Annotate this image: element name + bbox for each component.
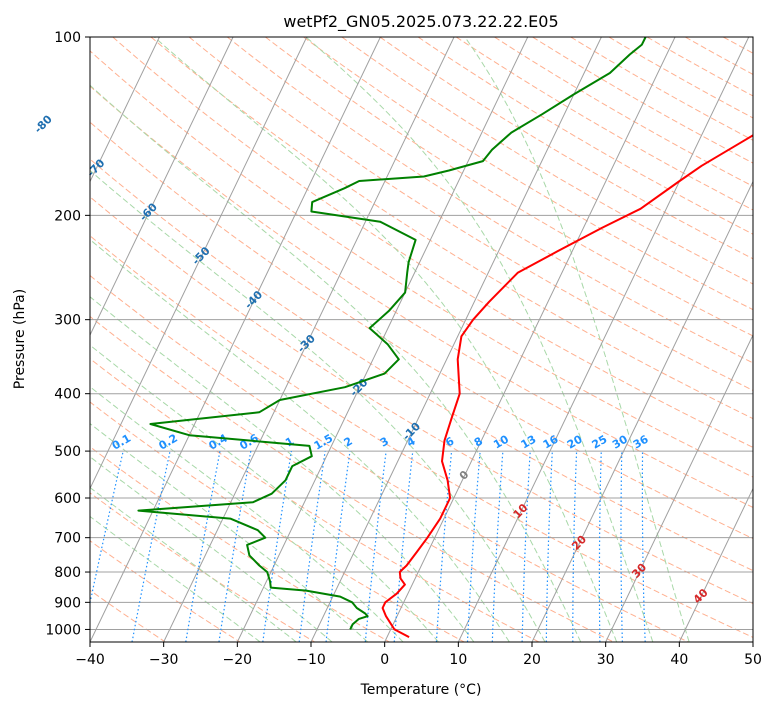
y-tick-label: 400 [54,387,81,403]
dry-adiabat-line [455,37,753,211]
isotherm-gridline [90,37,381,642]
y-axis-title: Pressure (hPa) [12,289,28,389]
dry-adiabat-line [90,492,315,642]
dry-adiabat-line [379,37,753,260]
mixing-ratio-line [364,451,387,642]
dry-adiabat-line [90,540,241,642]
x-tick-label: 30 [597,652,615,668]
dry-adiabat-line [90,121,753,540]
axis-ticks: −40 −30 −20 −10 0 10 20 30 40 50 100 200 300 400 500 60… [45,30,762,668]
y-tick-label: 100 [54,30,81,46]
dry-adiabat-line [90,50,753,478]
isotherm-gridline [310,37,602,642]
x-tick-label: −30 [149,652,179,668]
isotherm-gridline [605,333,753,642]
temperature-line [381,134,753,638]
dry-adiabat-line [341,37,753,285]
moist-adiabat-line [90,344,439,642]
isotherm-gridline [384,37,676,642]
mixing-ratio-line [325,451,351,642]
moist-adiabat-line [90,386,404,642]
y-tick-label: 300 [54,313,81,329]
dry-adiabat-line [90,358,540,642]
isotherm-gridline [90,37,160,183]
moist-adiabat-line [153,37,618,642]
isotherm-gridline [163,37,455,642]
isotherm-gridline [531,180,753,642]
moist-adiabat-line [90,238,510,642]
isotherm-gridline [457,37,750,642]
dry-adiabat-line [90,401,465,642]
y-tick-label: 900 [54,595,81,611]
dry-adiabat-line [90,235,753,638]
dry-adiabat-line [90,158,753,572]
moist-adiabat-line [90,456,333,642]
sounding-series [137,37,753,638]
dry-adiabat-line [226,37,753,364]
x-tick-label: 10 [449,652,467,668]
mixing-ratio-line [393,451,414,642]
dry-adiabat-line [90,85,753,508]
moist-adiabat-line [305,37,654,642]
dry-adiabat-line [532,37,753,164]
y-tick-label: 500 [54,444,81,460]
y-tick-label: 600 [54,491,81,507]
dry-adiabat-line [265,37,753,337]
moist-adiabat-line [90,296,475,642]
y-tick-label: 1000 [45,622,81,638]
isotherm-gridline [678,487,753,642]
x-tick-label: −10 [296,652,326,668]
moist-adiabat-line [90,169,546,642]
chart-title: wetPf2_GN05.2025.073.22.22.E05 [283,12,558,32]
dewpoint-line [137,37,647,630]
y-tick-label: 700 [54,531,81,547]
isotherm-label: -90 [0,69,2,93]
moist-adiabat-line [90,84,582,642]
background-lines [0,37,775,642]
mixing-ratio-line [435,451,453,642]
x-axis-title: Temperature (°C) [360,682,482,698]
x-tick-label: 20 [523,652,541,668]
dry-adiabat-line [90,274,689,642]
x-tick-label: 40 [670,652,688,668]
dry-adiabat-line [188,37,753,391]
plot-frame [89,36,754,643]
y-tick-label: 800 [54,565,81,581]
dry-adiabat-line [762,37,775,642]
isotherm-gridline [0,37,12,642]
x-tick-label: 50 [744,652,762,668]
isotherm-gridline [752,640,753,642]
moist-adiabat-line [90,422,369,642]
x-tick-label: −20 [223,652,253,668]
mixing-ratio-line [262,451,292,642]
isotherm-gridline [90,37,308,490]
y-tick-label: 200 [54,208,81,224]
isotherm-label: -80 [32,112,55,136]
mixing-ratio-line [298,451,326,642]
x-tick-label: 0 [380,652,389,668]
dry-adiabat-line [90,196,753,605]
x-tick-label: −40 [75,652,105,668]
isotherm-gridline [90,37,234,337]
